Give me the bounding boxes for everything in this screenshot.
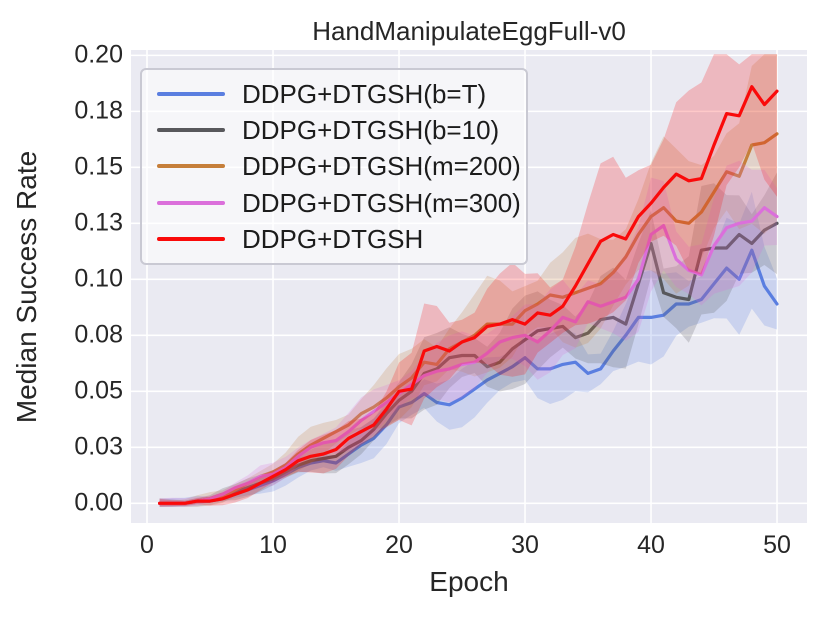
legend-line-swatch (157, 128, 225, 133)
legend-label: DDPG+DTGSH(m=200) (242, 151, 521, 182)
legend-item: DDPG+DTGSH(b=T) (142, 76, 526, 112)
x-tick-label: 20 (385, 531, 413, 559)
y-tick-label: 0.05 (74, 376, 123, 405)
y-tick-label: 0.00 (74, 488, 123, 517)
y-tick-label: 0.15 (74, 152, 123, 181)
x-tick-label: 10 (259, 531, 287, 559)
series-line-DDPG+DTGSH(m=300) (158, 206, 779, 505)
y-axis-label: Median Success Rate (11, 150, 42, 424)
y-tick-label: 0.10 (74, 264, 123, 293)
y-tick-label: 0.13 (74, 208, 123, 237)
y-tick-label: 0.03 (74, 432, 123, 461)
legend-item: DDPG+DTGSH (142, 221, 526, 257)
legend-line-swatch (157, 92, 225, 97)
legend-item: DDPG+DTGSH(m=200) (142, 148, 526, 184)
legend-line-swatch (157, 236, 225, 241)
series-line-DDPG+DTGSH(b=T) (158, 248, 779, 505)
legend-label: DDPG+DTGSH(b=10) (242, 115, 500, 146)
legend-line-swatch (157, 200, 225, 205)
x-tick-label: 0 (140, 531, 154, 559)
y-tick-label: 0.20 (74, 40, 123, 69)
series-band-DDPG+DTGSH(b=T) (159, 191, 778, 507)
series-line-DDPG+DTGSH (158, 85, 779, 505)
series-band-DDPG+DTGSH(m=300) (159, 160, 778, 507)
legend: DDPG+DTGSH(b=T) DDPG+DTGSH(b=10) DDPG+DTGS… (140, 68, 528, 265)
legend-item: DDPG+DTGSH(b=10) (142, 112, 526, 148)
chart-title: HandManipulateEggFull-v0 (312, 16, 626, 46)
x-tick-label: 40 (637, 531, 665, 559)
x-tick-label: 50 (763, 531, 791, 559)
legend-label: DDPG+DTGSH (242, 223, 424, 254)
legend-line-swatch (157, 164, 225, 169)
legend-label: DDPG+DTGSH(b=T) (242, 79, 487, 110)
legend-item: DDPG+DTGSH(m=300) (142, 185, 526, 221)
legend-label: DDPG+DTGSH(m=300) (242, 187, 521, 218)
x-tick-label: 30 (511, 531, 539, 559)
x-axis-label: Epoch (429, 566, 509, 597)
y-tick-label: 0.18 (74, 96, 123, 125)
series-band-DDPG+DTGSH (159, 54, 778, 507)
y-tick-label: 0.08 (74, 320, 123, 349)
